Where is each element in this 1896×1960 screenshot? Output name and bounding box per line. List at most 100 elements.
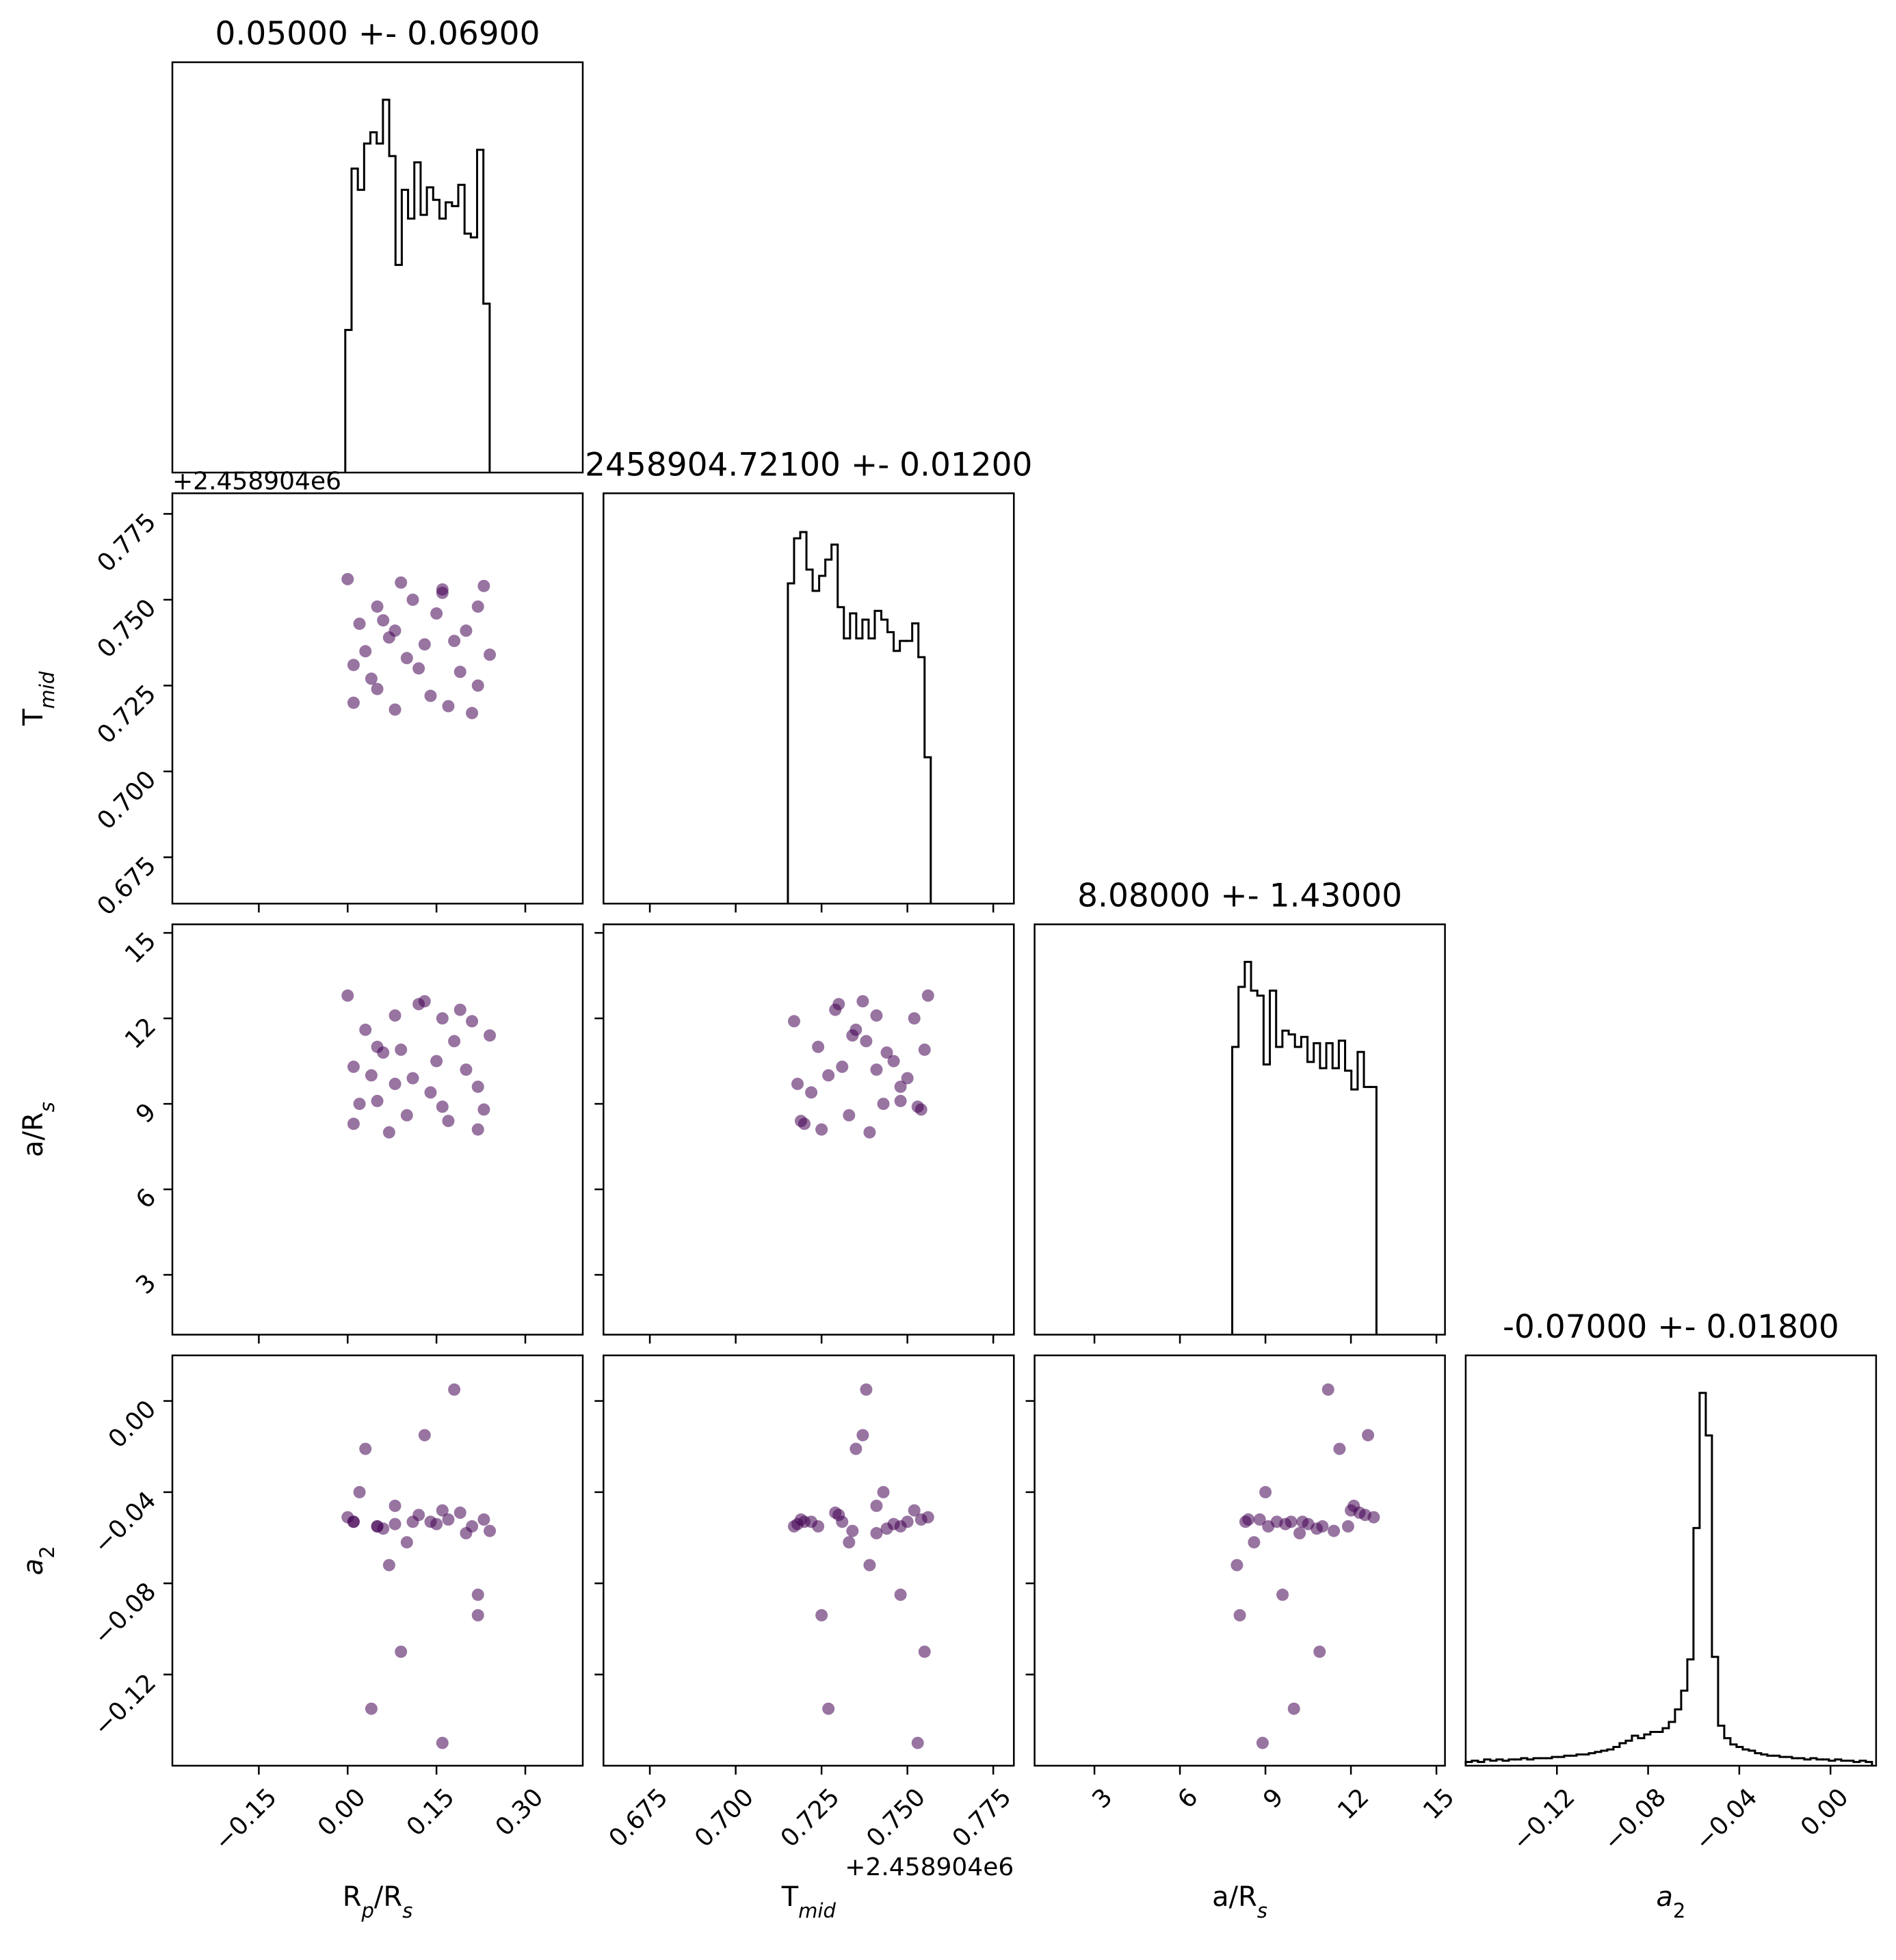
scatter-point <box>436 583 449 596</box>
scatter-point <box>856 1429 869 1442</box>
scatter-point <box>1248 1536 1261 1549</box>
scatter-point <box>471 1081 484 1094</box>
y-tick-label: 0.700 <box>92 765 161 835</box>
panel-frame <box>603 492 1015 905</box>
x-tick-label: −0.12 <box>1507 1783 1581 1856</box>
scatter-point <box>389 1077 401 1090</box>
scatter-point <box>471 600 484 613</box>
scatter-point <box>887 1518 900 1531</box>
scatter-point <box>371 1520 384 1533</box>
label-part: a <box>1656 1881 1673 1913</box>
scatter-point <box>406 593 419 606</box>
scatter-point <box>448 1383 461 1396</box>
scatter-point <box>389 703 401 716</box>
scatter-point <box>406 1072 419 1085</box>
scatter-point <box>477 579 490 592</box>
scatter-point <box>347 1060 360 1073</box>
y-tick-label: 15 <box>120 927 161 968</box>
axis-label: a/Rs <box>18 1102 59 1157</box>
scatter-point <box>477 1513 490 1526</box>
scatter-point <box>436 1100 449 1113</box>
scatter-point <box>1367 1511 1380 1524</box>
scatter-point <box>860 1035 873 1048</box>
x-tick-label: 0.675 <box>604 1783 674 1853</box>
axis-label: Tmid <box>18 671 59 726</box>
scatter-point <box>484 1524 497 1537</box>
scatter-point <box>371 683 384 696</box>
y-tick-label: 0.725 <box>92 680 161 750</box>
x-tick-label: 3 <box>1087 1783 1118 1814</box>
label-part: a/R <box>18 1112 49 1157</box>
x-tick-label: −0.04 <box>1689 1783 1763 1856</box>
axis-label: a2 <box>18 1546 59 1575</box>
scatter-point <box>371 600 384 613</box>
scatter-point <box>829 1003 842 1016</box>
scatter-point <box>453 1506 466 1519</box>
scatter-point <box>353 1098 366 1111</box>
axis-label: a2 <box>1656 1881 1685 1922</box>
scatter-point <box>466 1520 479 1533</box>
scatter-point <box>846 1029 859 1042</box>
scatter-point <box>400 1109 413 1122</box>
scatter-point <box>453 1003 466 1016</box>
scatter-point <box>863 1559 876 1572</box>
scatter-point <box>471 679 484 692</box>
scatter-point <box>418 995 431 1008</box>
panel-title: 8.08000 +- 1.43000 <box>1077 877 1402 915</box>
scatter-point <box>442 700 455 713</box>
x-tick-label: 0.00 <box>1795 1783 1854 1842</box>
scatter-point <box>870 1526 883 1539</box>
panel-frame <box>1033 1354 1446 1767</box>
offset-text: +2.458904e6 <box>845 1853 1014 1881</box>
scatter-point <box>901 1072 914 1085</box>
y-tick-label: 3 <box>131 1269 161 1299</box>
scatter-point <box>894 1081 907 1094</box>
scatter-point <box>1287 1702 1300 1715</box>
scatter-point <box>836 1060 849 1073</box>
scatter-point <box>1242 1513 1255 1526</box>
panel-frame <box>603 1354 1015 1767</box>
y-tick-label: 0.675 <box>92 851 161 921</box>
scatter-point <box>359 645 372 658</box>
scatter-point <box>347 659 360 672</box>
y-tick-label: 0.750 <box>92 594 161 663</box>
scatter-point <box>815 1608 828 1621</box>
panel-title: 2458904.72100 +- 0.01200 <box>585 446 1032 484</box>
scatter-point <box>921 1511 934 1524</box>
scatter-point <box>436 1504 449 1517</box>
scatter-point <box>400 652 413 665</box>
scatter-point <box>1341 1520 1354 1533</box>
scatter-point <box>436 1736 449 1749</box>
panel-frame <box>603 923 1015 1336</box>
scatter-point <box>418 638 431 651</box>
panel-frame <box>171 1354 584 1767</box>
x-tick-label: 0.15 <box>401 1783 460 1842</box>
scatter-point <box>424 689 437 702</box>
scatter-point <box>921 989 934 1002</box>
label-part: /R <box>374 1881 402 1913</box>
y-tick-label: −0.08 <box>88 1578 161 1651</box>
x-tick-label: 0.00 <box>313 1783 371 1842</box>
panel-title: -0.07000 +- 0.01800 <box>1503 1308 1839 1346</box>
scatter-point <box>1285 1515 1298 1528</box>
scatter-point <box>911 1100 924 1113</box>
scatter-point <box>382 1126 395 1139</box>
scatter-point <box>791 1077 804 1090</box>
scatter-point <box>442 1115 455 1128</box>
label-part: mid <box>36 671 59 708</box>
scatter-point <box>812 1520 825 1533</box>
scatter-point <box>1296 1515 1309 1528</box>
scatter-point <box>877 1098 890 1111</box>
label-part: R <box>343 1881 362 1913</box>
scatter-point <box>359 1023 372 1036</box>
panel-frame <box>171 61 584 474</box>
y-tick-label: 12 <box>120 1012 161 1054</box>
y-tick-label: −0.04 <box>88 1486 161 1559</box>
scatter-point <box>1233 1608 1246 1621</box>
scatter-point <box>843 1109 856 1122</box>
scatter-point <box>1230 1559 1243 1572</box>
label-part: 2 <box>1673 1899 1685 1922</box>
scatter-point <box>460 624 473 637</box>
x-tick-label: 0.30 <box>490 1783 549 1842</box>
scatter-point <box>359 1442 372 1455</box>
